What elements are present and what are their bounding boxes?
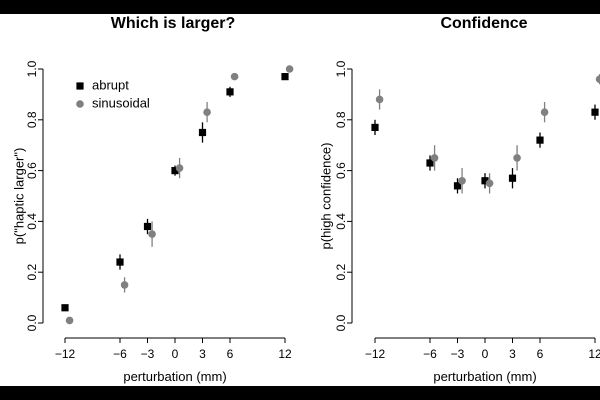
data-point-circle bbox=[375, 95, 384, 104]
series-sinusoidal bbox=[65, 65, 294, 325]
data-point-circle bbox=[120, 281, 129, 289]
legend-label: sinusoidal bbox=[92, 95, 150, 110]
data-point-square bbox=[591, 108, 599, 116]
x-tick-label: 0 bbox=[172, 347, 179, 361]
x-tick-label: 3 bbox=[509, 347, 516, 361]
data-point-square bbox=[143, 222, 152, 231]
y-tick-label: 0.4 bbox=[334, 213, 348, 230]
data-point-square bbox=[226, 88, 234, 96]
y-tick-label: 1.0 bbox=[25, 60, 39, 77]
data-point-circle bbox=[513, 154, 521, 162]
chart-title: Confidence bbox=[440, 15, 527, 32]
y-tick-label: 0.6 bbox=[334, 162, 348, 179]
data-point-square bbox=[536, 136, 544, 144]
y-axis-label: p(high confidence) bbox=[318, 143, 333, 250]
chart-title: Which is larger? bbox=[111, 15, 235, 32]
y-tick-label: 0.0 bbox=[25, 314, 39, 331]
x-tick-label: 12 bbox=[588, 347, 600, 361]
series-sinusoidal bbox=[375, 74, 600, 194]
data-point-circle bbox=[175, 164, 184, 172]
x-tick-label: 6 bbox=[537, 347, 544, 361]
data-point-square bbox=[508, 174, 517, 182]
data-point-square bbox=[426, 159, 434, 167]
chart-panel-1: Which is larger? 0.0 0.2 0.4 0.6 0.8 1.0 p("hap… bbox=[11, 15, 294, 384]
x-tick-label: −3 bbox=[451, 347, 465, 361]
data-point-circle bbox=[485, 179, 494, 188]
x-axis-label: perturbation (mm) bbox=[433, 369, 536, 384]
y-tick-label: 0.6 bbox=[25, 162, 39, 179]
x-tick-label: −3 bbox=[141, 347, 155, 361]
y-tick-label: 0.2 bbox=[334, 264, 348, 281]
data-point-square bbox=[371, 123, 379, 132]
x-tick-label: 3 bbox=[199, 347, 206, 361]
data-point-square bbox=[171, 167, 179, 175]
legend-marker-square bbox=[76, 82, 84, 90]
y-tick-label: 0.2 bbox=[25, 264, 39, 281]
series-abrupt bbox=[61, 73, 289, 312]
x-tick-label: −12 bbox=[365, 347, 386, 361]
data-point-square bbox=[198, 128, 207, 137]
data-point-square bbox=[453, 182, 462, 190]
data-point-circle bbox=[65, 316, 74, 325]
data-point-square bbox=[481, 177, 489, 185]
data-point-square bbox=[116, 258, 124, 266]
legend: abrupt sinusoidal bbox=[76, 77, 150, 110]
x-tick-label: 6 bbox=[227, 347, 234, 361]
x-tick-label: −12 bbox=[55, 347, 76, 361]
legend-label: abrupt bbox=[92, 77, 129, 92]
x-axis-label: perturbation (mm) bbox=[123, 369, 226, 384]
y-tick-label: 1.0 bbox=[334, 60, 348, 77]
legend-marker-circle bbox=[76, 100, 84, 108]
figure-background bbox=[0, 14, 600, 386]
y-tick-label: 0.8 bbox=[25, 111, 39, 128]
x-tick-label: 12 bbox=[278, 347, 292, 361]
data-point-circle bbox=[430, 154, 439, 162]
data-point-square bbox=[281, 73, 289, 81]
y-tick-label: 0.8 bbox=[334, 111, 348, 128]
series-abrupt bbox=[371, 104, 599, 194]
data-point-circle bbox=[148, 230, 156, 238]
data-point-circle bbox=[540, 108, 549, 116]
x-tick-label: −6 bbox=[113, 347, 127, 361]
y-axis-label: p("haptic larger") bbox=[11, 148, 26, 245]
x-tick-label: −6 bbox=[423, 347, 437, 361]
data-point-circle bbox=[595, 75, 600, 83]
data-point-square bbox=[61, 304, 69, 312]
y-tick-label: 0.4 bbox=[25, 213, 39, 230]
data-point-circle bbox=[230, 72, 239, 81]
data-point-circle bbox=[458, 176, 466, 185]
chart-panel-2: Confidence 0.0 0.2 0.4 0.6 0.8 1.0 p(high confi… bbox=[318, 15, 600, 384]
y-tick-label: 0.0 bbox=[334, 314, 348, 331]
data-point-circle bbox=[285, 65, 294, 73]
x-tick-label: 0 bbox=[482, 347, 489, 361]
data-point-circle bbox=[203, 108, 211, 116]
